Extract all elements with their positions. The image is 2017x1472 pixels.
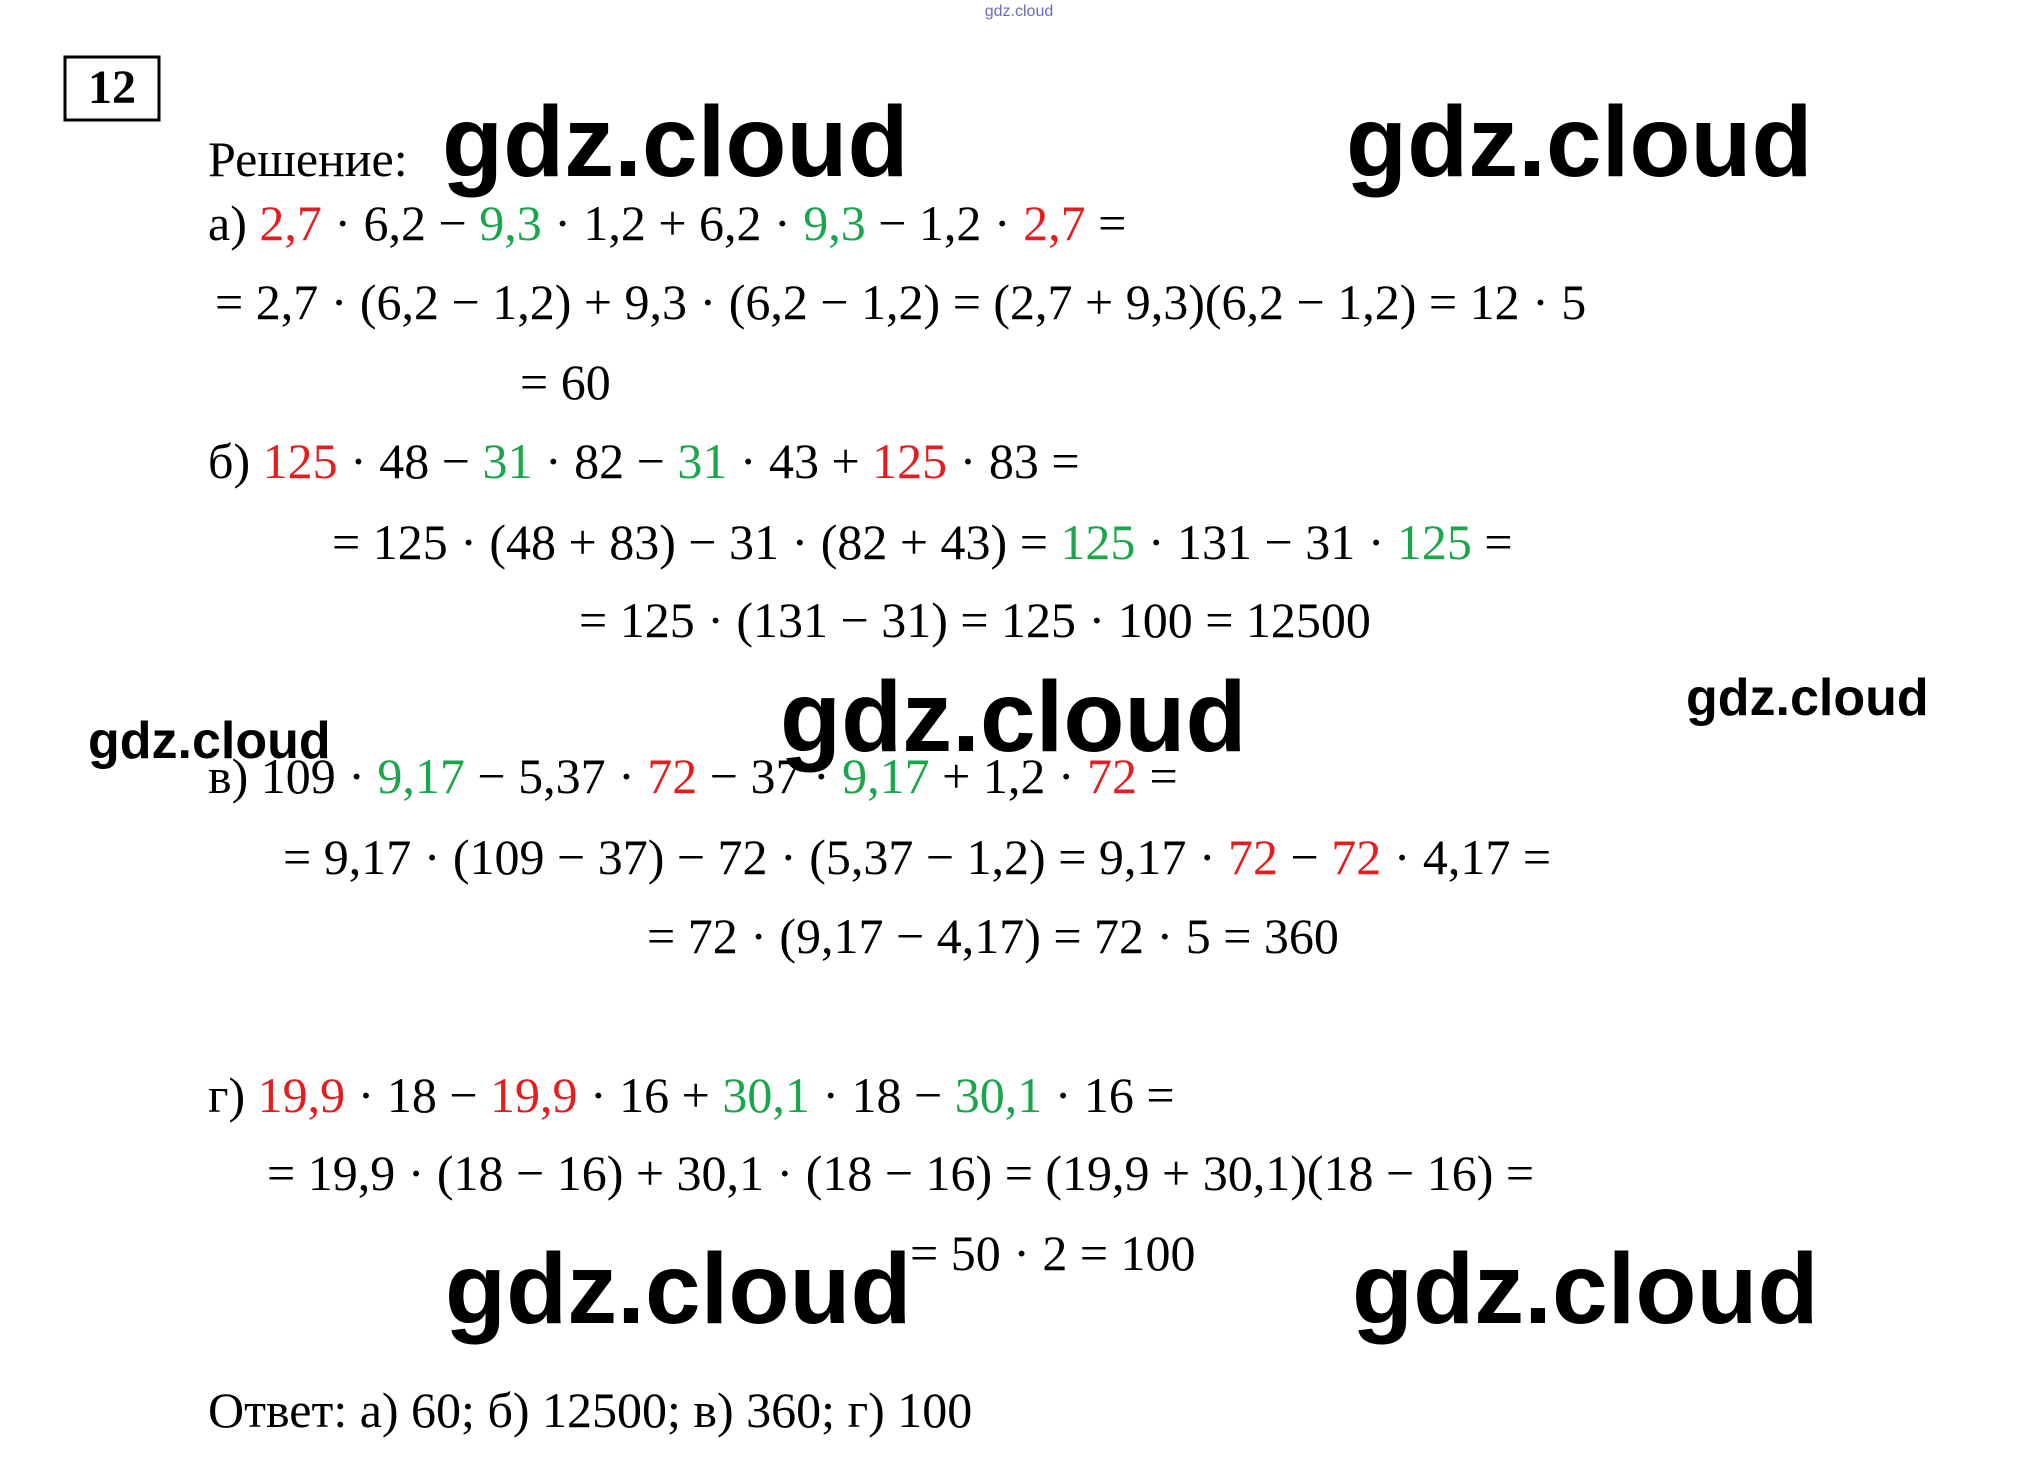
math-segment: · 43 + — [727, 433, 872, 489]
math-segment: = 72 · (9,17 − 4,17) = 72 · 5 = 360 — [647, 908, 1339, 964]
math-segment: = 125 · (48 + 83) − 31 · (82 + 43) = — [332, 514, 1060, 570]
math-segment: · 16 + — [578, 1067, 723, 1123]
math-line: = 50 · 2 = 100 — [910, 1225, 1196, 1281]
math-segment: · 4,17 = — [1381, 829, 1551, 885]
math-segment: · 16 = — [1042, 1067, 1174, 1123]
math-segment: в) 109 · — [208, 748, 377, 804]
math-segment: 30,1 — [955, 1067, 1043, 1123]
math-segment: = 2,7 · (6,2 − 1,2) + 9,3 · (6,2 − 1,2) … — [215, 274, 1586, 330]
math-segment: = — [1086, 195, 1127, 251]
math-segment: 125 — [1397, 514, 1472, 570]
math-segment: · 1,2 + 6,2 · — [542, 195, 804, 251]
watermark: gdz.cloud — [1352, 1233, 1819, 1345]
math-segment: + 1,2 · — [930, 748, 1087, 804]
problem-number: 12 — [88, 61, 136, 114]
math-segment: 31 — [677, 433, 727, 489]
math-segment: = 19,9 · (18 − 16) + 30,1 · (18 − 16) = … — [267, 1145, 1534, 1201]
watermark: gdz.cloud — [445, 1233, 912, 1345]
math-segment: а) — [208, 195, 259, 251]
math-segment: · 82 − — [532, 433, 677, 489]
math-segment: 72 — [1331, 829, 1381, 885]
math-segment: = — [1137, 748, 1178, 804]
math-segment: 9,3 — [479, 195, 542, 251]
math-segment: б) — [208, 433, 263, 489]
math-segment: = — [1472, 514, 1513, 570]
math-line: = 2,7 · (6,2 − 1,2) + 9,3 · (6,2 − 1,2) … — [215, 274, 1586, 330]
watermark: gdz.cloud — [1686, 669, 1929, 727]
math-segment: 9,17 — [377, 748, 465, 804]
math-segment: = 60 — [520, 354, 611, 410]
math-segment: = 125 · (131 − 31) = 125 · 100 = 12500 — [579, 592, 1371, 648]
math-line: = 19,9 · (18 − 16) + 30,1 · (18 − 16) = … — [267, 1145, 1534, 1201]
math-line: = 125 · (131 − 31) = 125 · 100 = 12500 — [579, 592, 1371, 648]
math-segment: = 9,17 · (109 − 37) − 72 · (5,37 − 1,2) … — [283, 829, 1228, 885]
watermark: gdz.cloud — [1346, 86, 1813, 198]
math-segment: − — [1278, 829, 1331, 885]
math-line: б) 125 · 48 − 31 · 82 − 31 · 43 + 125 · … — [208, 433, 1080, 489]
math-segment: 9,17 — [842, 748, 930, 804]
number-box — [63, 55, 161, 122]
math-segment: 30,1 — [722, 1067, 810, 1123]
math-segment: 2,7 — [259, 195, 322, 251]
math-segment: · 18 − — [345, 1067, 490, 1123]
top-watermark: gdz.cloud — [985, 3, 1054, 20]
watermark: gdz.cloud — [442, 86, 909, 198]
math-segment: 72 — [647, 748, 697, 804]
math-segment: · 48 − — [338, 433, 483, 489]
math-segment: 72 — [1228, 829, 1278, 885]
math-segment: 2,7 — [1023, 195, 1086, 251]
answer: Ответ: а) 60; б) 12500; в) 360; г) 100 — [208, 1382, 972, 1438]
watermark: gdz.cloud — [780, 661, 1247, 773]
math-segment: 19,9 — [258, 1067, 346, 1123]
math-line: в) 109 · 9,17 − 5,37 · 72 − 37 · 9,17 + … — [208, 748, 1178, 804]
math-segment: г) — [208, 1067, 258, 1123]
math-segment: − 37 · — [697, 748, 842, 804]
math-line: = 72 · (9,17 − 4,17) = 72 · 5 = 360 — [647, 908, 1339, 964]
math-line: = 60 — [520, 354, 611, 410]
math-segment: 125 — [872, 433, 947, 489]
math-segment: 19,9 — [490, 1067, 578, 1123]
heading: Решение: — [208, 131, 408, 187]
math-segment: · 6,2 − — [322, 195, 479, 251]
math-segment: = 50 · 2 = 100 — [910, 1225, 1196, 1281]
math-segment: 72 — [1087, 748, 1137, 804]
watermark: gdz.cloud — [88, 712, 331, 770]
math-segment: · 131 − 31 · — [1135, 514, 1397, 570]
math-line: = 9,17 · (109 − 37) − 72 · (5,37 − 1,2) … — [283, 829, 1551, 885]
math-segment: − 1,2 · — [866, 195, 1023, 251]
math-line: а) 2,7 · 6,2 − 9,3 · 1,2 + 6,2 · 9,3 − 1… — [208, 195, 1126, 251]
math-segment: 9,3 — [803, 195, 866, 251]
math-segment: · 83 = — [947, 433, 1079, 489]
math-segment: − 5,37 · — [465, 748, 647, 804]
math-line: г) 19,9 · 18 − 19,9 · 16 + 30,1 · 18 − 3… — [208, 1067, 1175, 1123]
math-segment: 125 — [263, 433, 338, 489]
math-segment: · 18 − — [810, 1067, 955, 1123]
math-segment: 31 — [482, 433, 532, 489]
math-line: = 125 · (48 + 83) − 31 · (82 + 43) = 125… — [332, 514, 1513, 570]
math-segment: 125 — [1060, 514, 1135, 570]
